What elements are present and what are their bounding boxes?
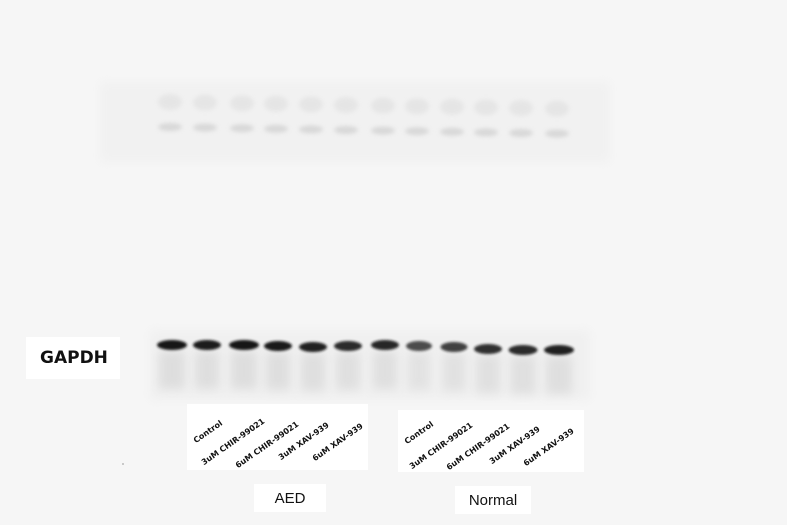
faint-band-lane-2-2 bbox=[193, 123, 217, 132]
gapdh-band-lane-9 bbox=[440, 342, 468, 352]
gapdh-band-lane-1 bbox=[157, 340, 187, 350]
smear-lane-4 bbox=[266, 352, 290, 390]
gapdh-band-lane-12 bbox=[544, 345, 574, 355]
faint-band-lane-9-2 bbox=[440, 127, 464, 136]
faint-band-lane-5-1 bbox=[299, 96, 323, 113]
gapdh-band-lane-4 bbox=[264, 341, 292, 351]
faint-band-lane-6-1 bbox=[334, 97, 358, 113]
faint-band-lane-10-2 bbox=[474, 128, 498, 137]
faint-band-lane-8-2 bbox=[405, 127, 429, 136]
smear-lane-1 bbox=[159, 351, 185, 389]
smear-lane-6 bbox=[336, 352, 360, 390]
lane-labels-normal: Control 3uM CHIR-99021 6uM CHIR-99021 3u… bbox=[398, 410, 584, 472]
gapdh-band-lane-11 bbox=[508, 345, 538, 355]
faint-band-lane-1-1 bbox=[158, 94, 182, 110]
faint-band-lane-12-2 bbox=[545, 129, 569, 138]
faint-band-lane-7-2 bbox=[371, 126, 395, 135]
faint-band-lane-6-2 bbox=[334, 126, 358, 134]
faint-band-lane-3-2 bbox=[230, 124, 254, 133]
faint-band-lane-12-1 bbox=[545, 100, 569, 117]
faint-band-lane-4-2 bbox=[264, 124, 288, 133]
smear-lane-11 bbox=[510, 356, 536, 394]
gapdh-band-lane-3 bbox=[229, 340, 259, 350]
group-label-normal: Normal bbox=[455, 486, 531, 514]
faint-band-lane-8-1 bbox=[405, 98, 429, 115]
faint-band-lane-9-1 bbox=[440, 98, 464, 115]
faint-band-lane-11-2 bbox=[509, 129, 533, 137]
faint-band-lane-7-1 bbox=[371, 97, 395, 114]
faint-band-lane-2-1 bbox=[193, 94, 217, 111]
lane-labels-aed: Control 3uM CHIR-99021 6uM CHIR-99021 3u… bbox=[187, 404, 368, 470]
smear-lane-12 bbox=[546, 356, 572, 394]
membrane-speck bbox=[122, 463, 124, 465]
protein-label-gapdh: GAPDH bbox=[26, 337, 120, 379]
smear-lane-8 bbox=[408, 352, 430, 390]
smear-lane-10 bbox=[476, 355, 500, 393]
smear-lane-3 bbox=[231, 351, 257, 389]
smear-lane-9 bbox=[442, 353, 466, 391]
gapdh-band-lane-8 bbox=[406, 341, 432, 351]
gapdh-band-lane-5 bbox=[299, 342, 327, 352]
smear-lane-7 bbox=[373, 351, 397, 389]
group-label-aed: AED bbox=[254, 484, 326, 512]
gapdh-band-lane-6 bbox=[334, 341, 362, 351]
smear-lane-5 bbox=[301, 353, 325, 391]
faint-band-lane-3-1 bbox=[230, 95, 254, 112]
gapdh-band-lane-2 bbox=[193, 340, 221, 350]
faint-band-lane-4-1 bbox=[264, 95, 288, 112]
gapdh-band-lane-10 bbox=[474, 344, 502, 354]
lane-label-normal-control: Control bbox=[402, 419, 436, 446]
faint-band-lane-10-1 bbox=[474, 99, 498, 116]
lane-label-aed-control: Control bbox=[191, 418, 225, 445]
smear-lane-2 bbox=[195, 351, 219, 389]
faint-band-lane-11-1 bbox=[509, 100, 533, 116]
gapdh-band-lane-7 bbox=[371, 340, 399, 350]
faint-band-lane-1-2 bbox=[158, 123, 182, 131]
faint-band-lane-5-2 bbox=[299, 125, 323, 134]
